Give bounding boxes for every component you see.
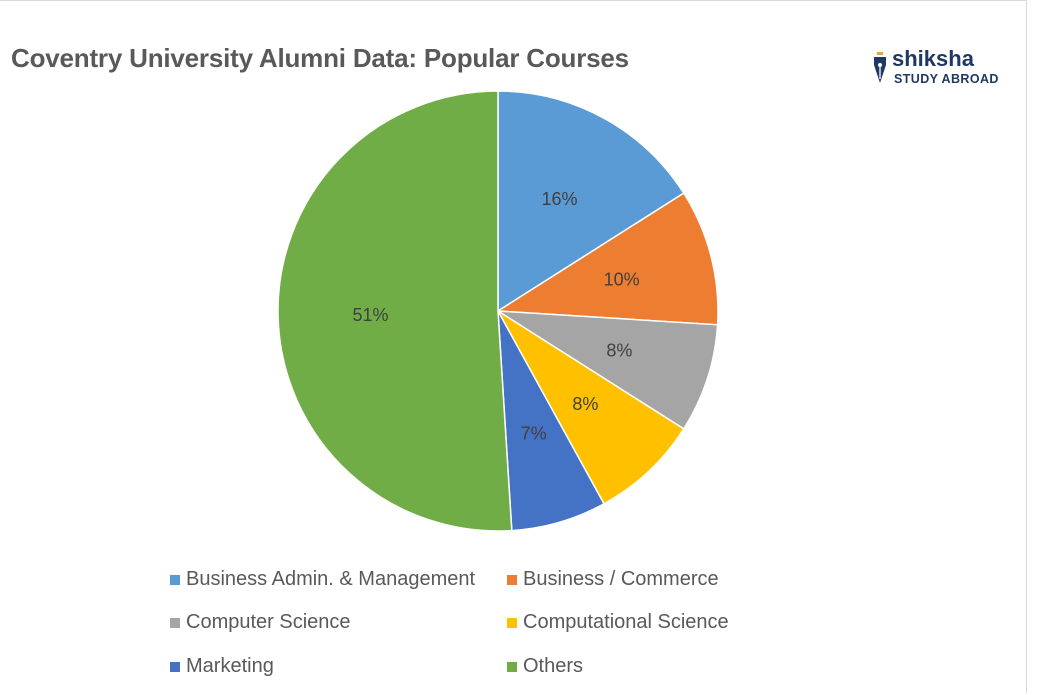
data-label: 8%	[606, 340, 632, 360]
chart-title: Coventry University Alumni Data: Popular…	[11, 43, 629, 73]
pie-slice-others	[277, 90, 513, 532]
pen-nib-icon	[874, 52, 886, 83]
data-label: 51%	[352, 305, 388, 325]
data-label: 7%	[521, 424, 547, 444]
pie-slice-business-admin-management	[497, 90, 685, 313]
data-label: 10%	[604, 269, 640, 289]
data-label: 8%	[572, 394, 598, 414]
shiksha-logo: shiksha STUDY ABROAD	[870, 48, 1005, 94]
logo-brand-text: shiksha	[892, 46, 974, 71]
pie-slice-computational-science	[497, 310, 685, 505]
logo-subtitle-text: STUDY ABROAD	[894, 72, 999, 86]
data-label: 16%	[541, 189, 577, 209]
pie-slice-business-commerce	[495, 192, 719, 326]
pie-slice-computer-science	[497, 310, 719, 430]
